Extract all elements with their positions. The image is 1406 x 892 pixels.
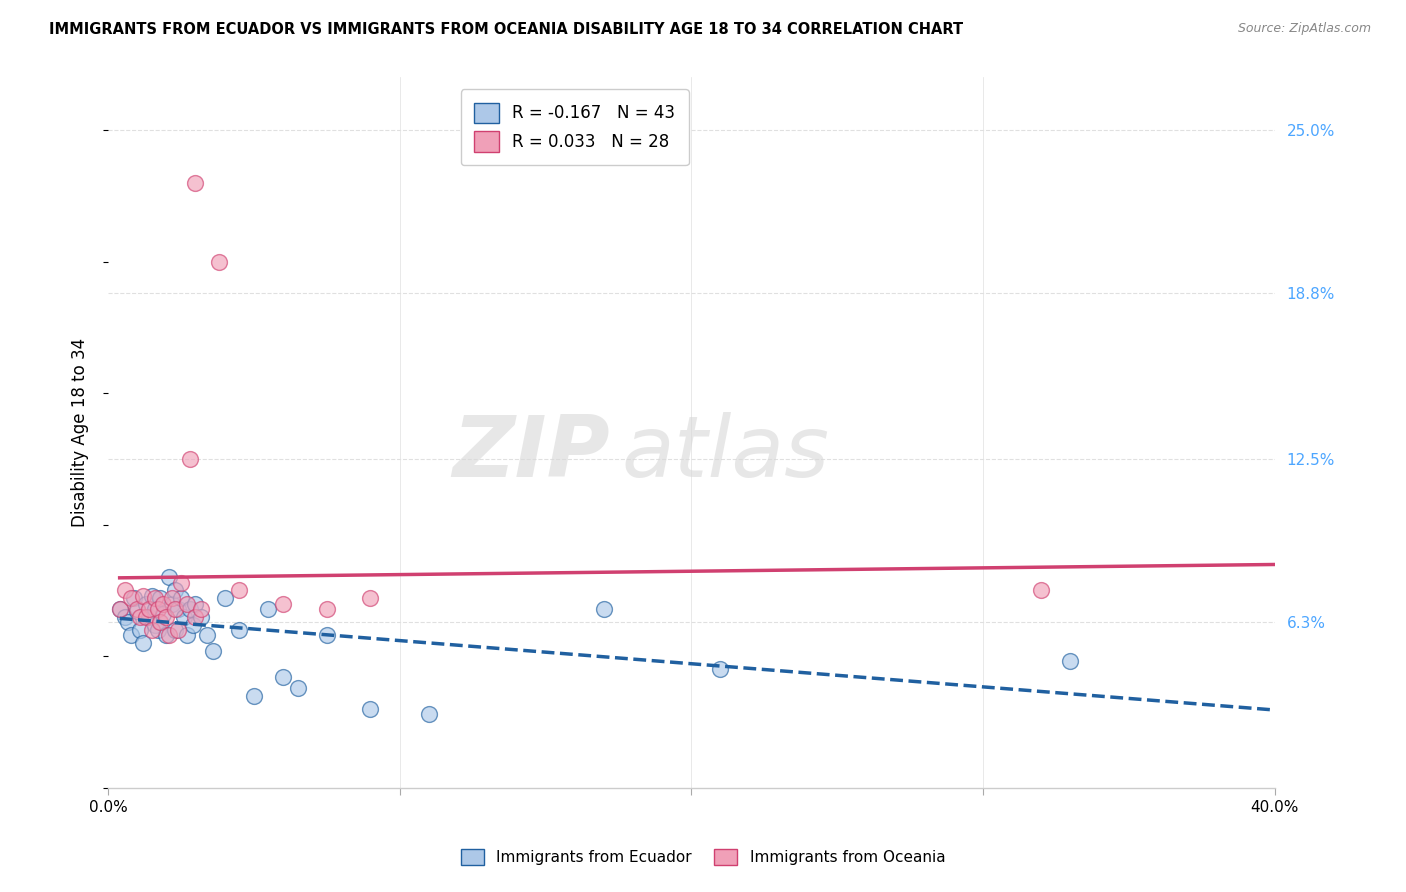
Legend: Immigrants from Ecuador, Immigrants from Oceania: Immigrants from Ecuador, Immigrants from… [454,843,952,871]
Point [176,628,198,642]
Point [271,670,294,684]
Point [157,570,180,584]
Point [143,617,166,632]
Point [146,602,169,616]
Point [143,591,166,606]
Point [190,609,212,624]
Point [132,589,155,603]
Point [155,609,177,624]
Point [1059,655,1081,669]
Point [129,609,152,624]
Point [114,583,136,598]
Text: atlas: atlas [621,412,830,495]
Point [170,575,193,590]
Point [141,589,163,603]
Point [120,591,142,606]
Point [173,609,195,624]
Point [157,628,180,642]
Point [167,623,190,637]
Point [592,602,614,616]
Point [120,628,142,642]
Point [135,609,157,624]
Point [1031,583,1053,598]
Point [127,605,149,619]
Point [108,602,131,616]
Y-axis label: Disability Age 18 to 34: Disability Age 18 to 34 [72,338,89,527]
Point [179,602,201,616]
Point [149,591,172,606]
Point [114,609,136,624]
Point [122,591,145,606]
Point [359,702,381,716]
Point [138,602,160,616]
Point [257,602,280,616]
Point [184,609,207,624]
Point [315,602,337,616]
Point [243,689,266,703]
Point [165,623,187,637]
Point [228,583,250,598]
Point [135,597,157,611]
Point [165,602,187,616]
Point [179,451,201,466]
Point [152,607,174,621]
Point [170,591,193,606]
Point [117,615,139,629]
Text: ZIP: ZIP [451,412,610,495]
Point [201,644,224,658]
Point [167,602,190,616]
Point [146,623,169,637]
Point [184,176,207,190]
Point [160,597,183,611]
Point [165,583,187,598]
Point [127,602,149,616]
Point [181,617,204,632]
Point [418,707,440,722]
Legend: R = -0.167   N = 43, R = 0.033   N = 28: R = -0.167 N = 43, R = 0.033 N = 28 [461,89,689,165]
Point [176,597,198,611]
Point [160,591,183,606]
Point [214,591,236,606]
Text: IMMIGRANTS FROM ECUADOR VS IMMIGRANTS FROM OCEANIA DISABILITY AGE 18 TO 34 CORRE: IMMIGRANTS FROM ECUADOR VS IMMIGRANTS FR… [49,22,963,37]
Point [108,602,131,616]
Point [184,597,207,611]
Point [315,628,337,642]
Point [152,597,174,611]
Text: Source: ZipAtlas.com: Source: ZipAtlas.com [1237,22,1371,36]
Point [208,254,231,268]
Point [228,623,250,637]
Point [143,602,166,616]
Point [138,609,160,624]
Point [195,628,218,642]
Point [359,591,381,606]
Point [149,615,172,629]
Point [271,597,294,611]
Point [141,623,163,637]
Point [287,681,309,695]
Point [155,628,177,642]
Point [132,636,155,650]
Point [129,623,152,637]
Point [709,662,731,676]
Point [190,602,212,616]
